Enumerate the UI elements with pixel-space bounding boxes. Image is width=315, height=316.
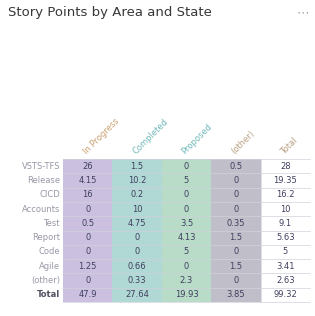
Text: Test: Test xyxy=(43,219,60,228)
Text: 1.5: 1.5 xyxy=(229,233,243,242)
Text: 10: 10 xyxy=(132,204,142,214)
Text: 0: 0 xyxy=(233,204,238,214)
Text: Proposed: Proposed xyxy=(180,122,214,156)
Text: 0: 0 xyxy=(85,247,90,257)
Bar xyxy=(112,159,162,302)
Text: 0: 0 xyxy=(184,162,189,171)
Text: 0.35: 0.35 xyxy=(227,219,245,228)
Text: 99.32: 99.32 xyxy=(273,290,297,299)
Text: (other): (other) xyxy=(230,129,256,156)
Text: CICD: CICD xyxy=(39,190,60,199)
Text: 27.64: 27.64 xyxy=(125,290,149,299)
Text: 16: 16 xyxy=(83,190,93,199)
Text: Total: Total xyxy=(37,290,60,299)
Text: Report: Report xyxy=(32,233,60,242)
Text: 16.2: 16.2 xyxy=(276,190,295,199)
Text: 4.13: 4.13 xyxy=(177,233,196,242)
Text: 0.5: 0.5 xyxy=(229,162,243,171)
Text: 0: 0 xyxy=(233,176,238,185)
Text: 1.25: 1.25 xyxy=(78,262,97,271)
Text: 0: 0 xyxy=(85,233,90,242)
Text: Release: Release xyxy=(27,176,60,185)
Text: ⋯: ⋯ xyxy=(296,6,309,19)
Text: 0.5: 0.5 xyxy=(81,219,94,228)
Bar xyxy=(162,159,211,302)
Text: 26: 26 xyxy=(83,162,93,171)
Text: 0.33: 0.33 xyxy=(128,276,146,285)
Text: 19.35: 19.35 xyxy=(273,176,297,185)
Text: 0: 0 xyxy=(233,247,238,257)
Text: 0: 0 xyxy=(85,276,90,285)
Bar xyxy=(211,159,261,302)
Bar xyxy=(63,159,112,302)
Text: 19.93: 19.93 xyxy=(175,290,198,299)
Text: 5: 5 xyxy=(184,176,189,185)
Text: 0.66: 0.66 xyxy=(128,262,146,271)
Text: 9.1: 9.1 xyxy=(279,219,292,228)
Text: 0: 0 xyxy=(135,233,140,242)
Text: Code: Code xyxy=(38,247,60,257)
Text: 28: 28 xyxy=(280,162,291,171)
Text: 0: 0 xyxy=(233,276,238,285)
Text: 2.3: 2.3 xyxy=(180,276,193,285)
Text: Completed: Completed xyxy=(131,117,169,156)
Text: 0: 0 xyxy=(233,190,238,199)
Text: 0: 0 xyxy=(135,247,140,257)
Text: 3.5: 3.5 xyxy=(180,219,193,228)
Text: 4.15: 4.15 xyxy=(78,176,97,185)
Text: 0: 0 xyxy=(184,262,189,271)
Text: 10: 10 xyxy=(280,204,290,214)
Text: VSTS-TFS: VSTS-TFS xyxy=(21,162,60,171)
Text: 0: 0 xyxy=(184,204,189,214)
Text: 47.9: 47.9 xyxy=(78,290,97,299)
Text: 0: 0 xyxy=(184,190,189,199)
Text: In Progress: In Progress xyxy=(81,117,121,156)
Text: 2.63: 2.63 xyxy=(276,276,295,285)
Text: 3.85: 3.85 xyxy=(226,290,245,299)
Text: 1.5: 1.5 xyxy=(130,162,144,171)
Text: Total: Total xyxy=(279,136,299,156)
Text: 4.75: 4.75 xyxy=(128,219,146,228)
Text: 3.41: 3.41 xyxy=(276,262,295,271)
Text: 5: 5 xyxy=(184,247,189,257)
Text: (other): (other) xyxy=(31,276,60,285)
Text: 5.63: 5.63 xyxy=(276,233,295,242)
Text: 0: 0 xyxy=(85,204,90,214)
Text: Story Points by Area and State: Story Points by Area and State xyxy=(8,6,212,19)
Text: Accounts: Accounts xyxy=(22,204,60,214)
Text: 10.2: 10.2 xyxy=(128,176,146,185)
Text: 0.2: 0.2 xyxy=(130,190,144,199)
Text: Agile: Agile xyxy=(39,262,60,271)
Text: 5: 5 xyxy=(283,247,288,257)
Text: 1.5: 1.5 xyxy=(229,262,243,271)
